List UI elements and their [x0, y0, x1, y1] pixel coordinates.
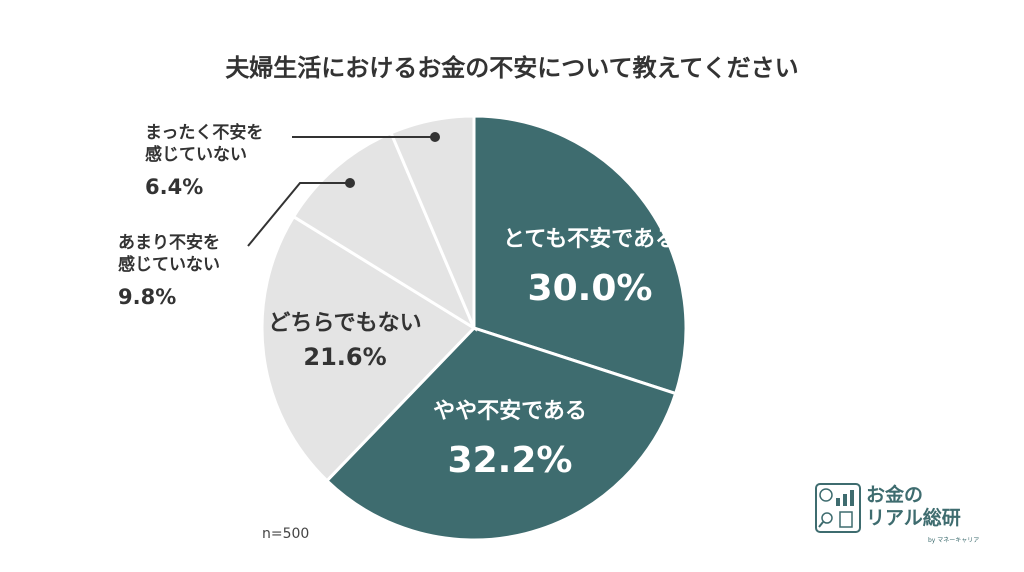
logo-icon	[815, 483, 861, 533]
category-label: まったく不安を 感じていない	[145, 123, 264, 166]
sample-note: n=500	[262, 526, 310, 542]
logo-byline: by マネーキャリア	[928, 537, 980, 544]
category-label: やや不安である	[433, 399, 587, 424]
category-label: とても不安である	[502, 227, 678, 252]
value-label: 32.2%	[447, 440, 573, 481]
pie-slice	[472, 114, 688, 396]
pie-slice	[291, 130, 478, 332]
leader-dot	[345, 178, 355, 188]
category-label: どちらでもない	[268, 311, 422, 336]
pie-slice	[260, 214, 477, 483]
value-label: 21.6%	[303, 343, 387, 371]
category-label: あまり不安を 感じていない	[118, 233, 220, 276]
leader-line	[247, 182, 350, 247]
leader-dot	[430, 132, 440, 142]
value-label: 6.4%	[145, 175, 204, 199]
value-label: 9.8%	[118, 285, 177, 309]
logo-title: お金の リアル総研	[866, 484, 961, 529]
chart-title: 夫婦生活におけるお金の不安について教えてください	[225, 54, 799, 82]
value-label: 30.0%	[527, 268, 653, 309]
pie-slice	[389, 114, 476, 329]
pie-slice	[324, 326, 678, 542]
pie	[260, 114, 688, 542]
